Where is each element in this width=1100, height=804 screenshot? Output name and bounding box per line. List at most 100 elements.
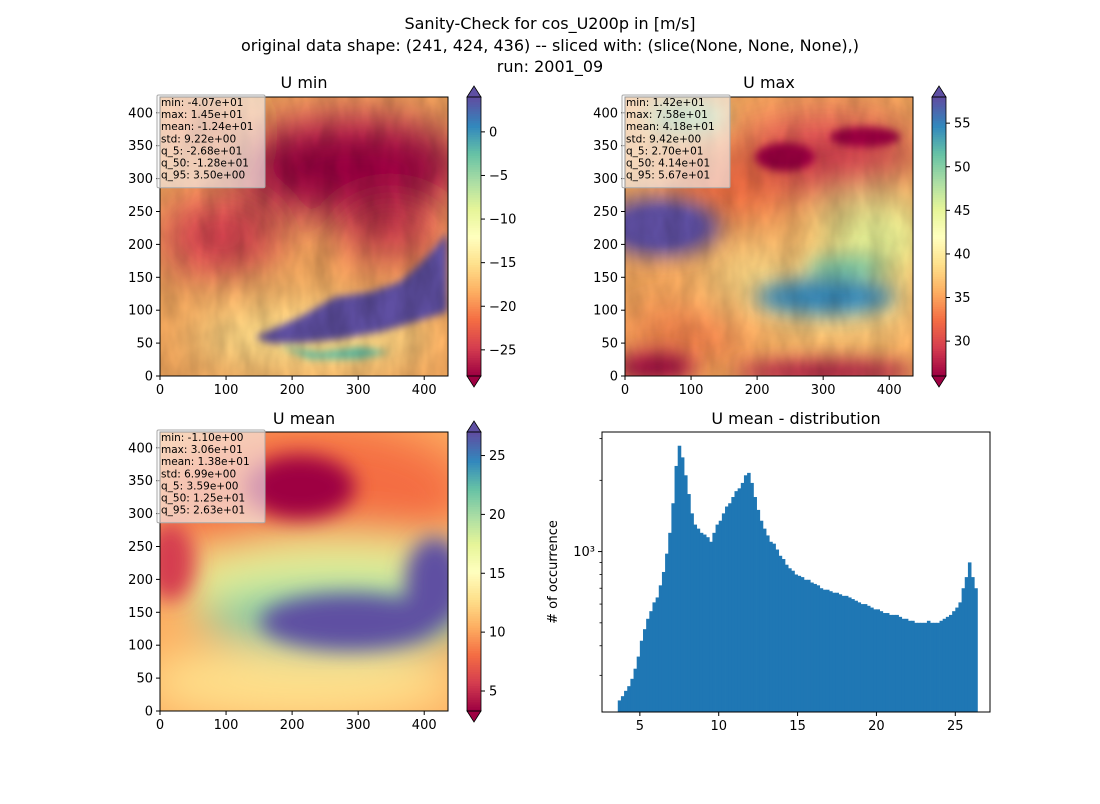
colorbar-segment	[467, 336, 481, 340]
colorbar-segment	[467, 622, 481, 626]
u-max-x-tick-label: 100	[679, 383, 704, 398]
colorbar-segment	[932, 350, 946, 354]
figure-title-line-3: run: 2001_09	[497, 57, 603, 77]
u-min-y-axis: 0 50 100 150 200 250 300 350 400	[128, 106, 160, 385]
colorbar-segment	[932, 157, 946, 161]
histogram-bar	[674, 465, 679, 712]
histogram-bar	[936, 622, 940, 712]
colorbar-segment	[467, 606, 481, 610]
colorbar-segment	[467, 534, 481, 538]
u-max-y-tick-label: 100	[593, 304, 618, 319]
colorbar-segment	[467, 229, 481, 233]
colorbar-segment	[932, 208, 946, 212]
histogram-bar	[945, 616, 950, 712]
colorbar-segment	[932, 117, 946, 121]
histogram-bar	[930, 622, 934, 712]
u-min-x-axis: 0 100 200 300 400	[156, 376, 437, 398]
colorbar-segment	[467, 245, 481, 249]
colorbar-tick-label: −5	[489, 169, 508, 184]
stats-line: min: 1.42e+01	[626, 97, 705, 109]
histogram-bar	[636, 656, 641, 712]
colorbar-segment	[467, 662, 481, 666]
histogram-bar	[668, 532, 672, 712]
histogram-bar	[649, 611, 653, 712]
colorbar-segment	[467, 234, 481, 238]
colorbar-segment	[932, 176, 946, 179]
colorbar-segment	[467, 655, 481, 659]
histogram-bar	[671, 503, 675, 712]
colorbar-segment	[467, 250, 481, 254]
colorbar-tick-label: 15	[489, 567, 506, 582]
colorbar-segment	[467, 638, 481, 642]
colorbar-segment	[932, 210, 946, 214]
colorbar-segment	[467, 676, 481, 680]
colorbar-segment	[467, 259, 481, 263]
u-max-y-tick-label: 150	[593, 271, 618, 286]
histogram-bar	[753, 497, 757, 712]
colorbar-segment	[467, 97, 481, 100]
histogram-bar	[781, 559, 786, 712]
histogram-bar	[665, 553, 669, 712]
u-max-x-axis: 0 100 200 300 400	[621, 376, 902, 398]
u-mean-x-tick-label: 300	[346, 718, 371, 733]
colorbar-segment	[467, 615, 481, 619]
colorbar-segment	[467, 641, 481, 645]
colorbar-segment	[467, 634, 481, 638]
colorbar-segment	[932, 206, 946, 210]
colorbar-segment	[467, 620, 481, 624]
colorbar-segment	[467, 171, 481, 175]
histogram-bar	[731, 497, 735, 712]
colorbar-segment	[467, 490, 481, 494]
colorbar-segment	[467, 469, 481, 473]
colorbar-segment	[467, 557, 481, 561]
colorbar-segment	[467, 438, 481, 442]
colorbar-segment	[932, 196, 946, 200]
colorbar-segment	[932, 373, 946, 377]
colorbar-segment	[467, 445, 481, 449]
colorbar-segment	[467, 434, 481, 438]
histogram-bar	[876, 609, 880, 712]
stats-line: max: 3.06e+01	[161, 444, 243, 456]
colorbar-segment	[467, 134, 481, 138]
histogram-bar	[687, 494, 691, 712]
colorbar-segment	[932, 108, 946, 112]
colorbar-segment	[932, 252, 946, 256]
histogram-bar	[860, 604, 865, 712]
histogram-bar	[955, 607, 959, 712]
colorbar-segment	[932, 224, 946, 228]
colorbar-segment	[467, 287, 481, 291]
colorbar-segment	[467, 273, 481, 277]
colorbar-segment	[932, 173, 946, 177]
colorbar-segment	[467, 227, 481, 231]
colorbar-segment	[932, 266, 946, 270]
colorbar-segment	[932, 234, 946, 238]
colorbar-segment	[932, 287, 946, 291]
colorbar-segment	[467, 611, 481, 614]
u-mean-y-tick-label: 50	[136, 672, 153, 687]
histogram-bar	[825, 589, 830, 712]
colorbar-tick-label: −15	[489, 256, 516, 271]
stats-line: q_5: 2.70e+01	[626, 145, 703, 157]
colorbar-segment	[932, 241, 946, 245]
colorbar-segment	[467, 255, 481, 259]
colorbar-segment	[932, 322, 946, 326]
histogram-bar	[866, 605, 871, 712]
histogram-x-tick-label: 5	[636, 719, 644, 734]
histogram-bar	[737, 488, 742, 712]
histogram-bar	[633, 668, 638, 712]
colorbar-segment	[932, 238, 946, 242]
colorbar-segment	[467, 143, 481, 147]
u-min-y-tick-label: 350	[128, 139, 153, 154]
colorbar-segment	[932, 169, 946, 172]
u-max-x-tick-label: 400	[877, 383, 902, 398]
colorbar-segment	[467, 459, 481, 463]
colorbar-extend-min	[931, 375, 947, 388]
colorbar-segment	[467, 569, 481, 573]
colorbar-segment	[467, 687, 481, 691]
stats-line: q_5: -2.68e+01	[161, 145, 242, 157]
stats-line: std: 6.99e+00	[161, 468, 236, 480]
u-min-y-tick-label: 150	[128, 271, 153, 286]
colorbar-segment	[467, 450, 481, 454]
histogram-bar	[885, 613, 890, 712]
